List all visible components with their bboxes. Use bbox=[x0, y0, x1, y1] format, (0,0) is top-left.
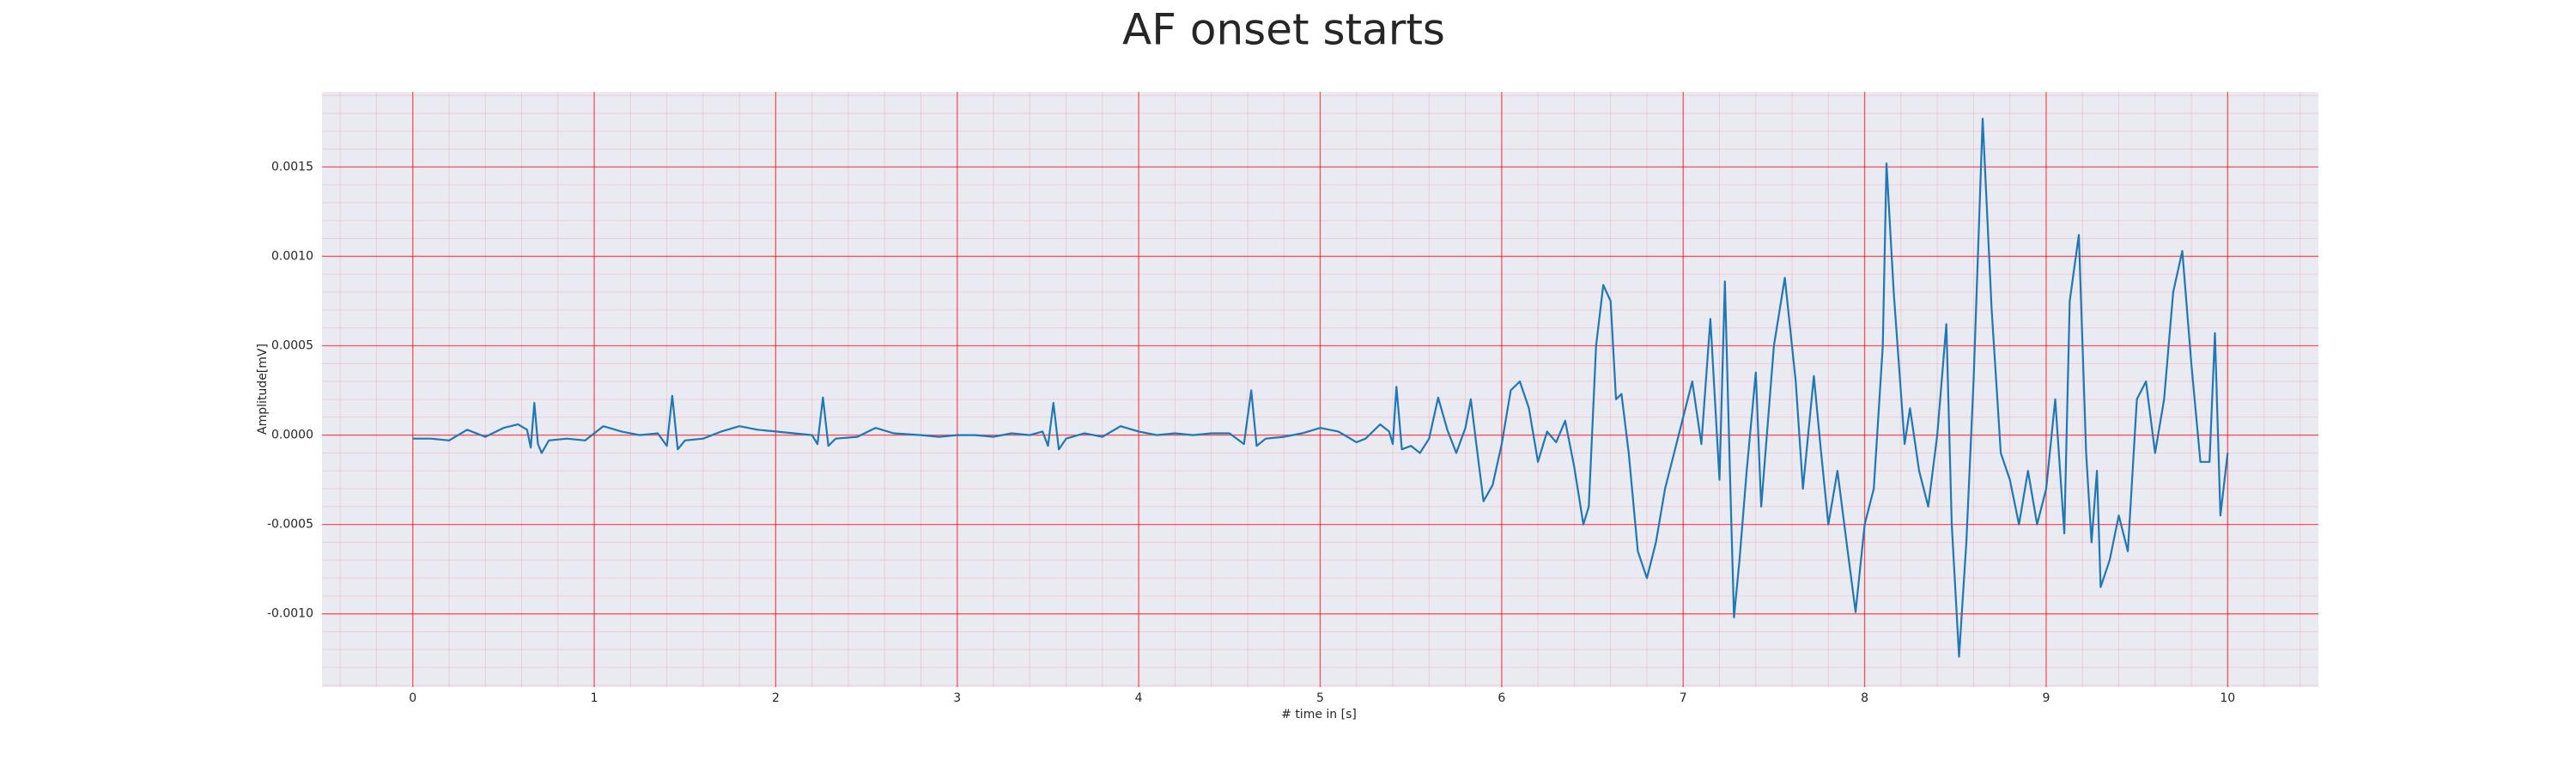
x-tick-label: 5 bbox=[1316, 691, 1324, 705]
x-tick-label: 3 bbox=[953, 691, 961, 705]
x-tick-label: 0 bbox=[409, 691, 416, 705]
x-tick-label: 2 bbox=[772, 691, 780, 705]
x-tick-label: 4 bbox=[1135, 691, 1143, 705]
y-axis-label: Amplitude[mV] bbox=[256, 344, 270, 435]
x-tick-label: 9 bbox=[2042, 691, 2050, 705]
y-tick-label: 0.0015 bbox=[271, 160, 313, 173]
x-tick-label: 10 bbox=[2220, 691, 2235, 705]
x-tick-label: 7 bbox=[1680, 691, 1687, 705]
x-tick-label: 1 bbox=[591, 691, 598, 705]
y-tick-label: 0.0005 bbox=[271, 339, 313, 353]
line-series bbox=[412, 118, 2229, 658]
x-axis-label: # time in [s] bbox=[1281, 708, 1357, 721]
x-tick-label: 6 bbox=[1498, 691, 1505, 705]
y-tick-label: -0.0005 bbox=[267, 518, 313, 532]
y-tick-label: -0.0010 bbox=[267, 607, 313, 621]
y-tick-label: 0.0010 bbox=[271, 249, 313, 263]
x-tick-label: 8 bbox=[1861, 691, 1868, 705]
y-tick-label: 0.0000 bbox=[271, 429, 313, 442]
chart-title: AF onset starts bbox=[1122, 5, 1445, 55]
